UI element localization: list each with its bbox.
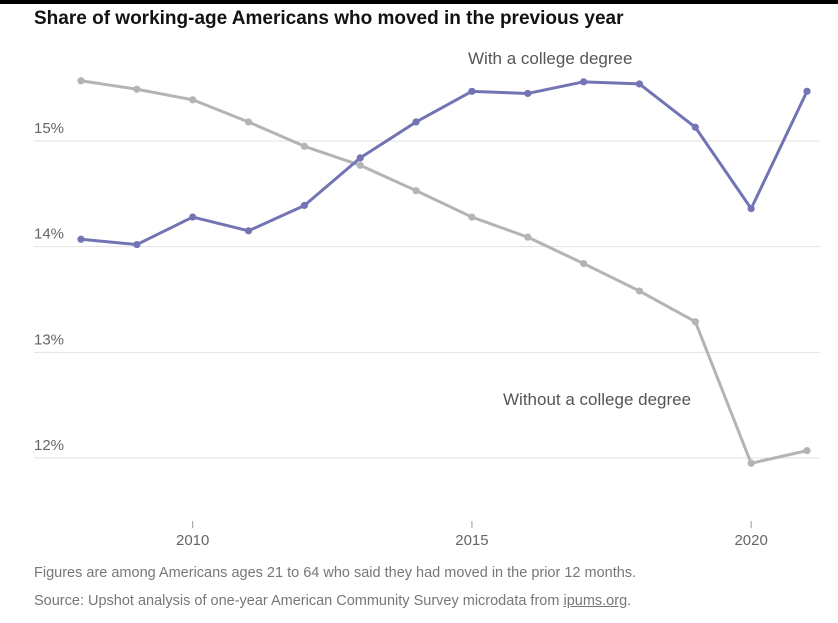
footnote: Figures are among Americans ages 21 to 6…	[34, 565, 637, 581]
y-tick-label: 12%	[34, 437, 64, 454]
source-text: Source: Upshot analysis of one-year Amer…	[34, 593, 564, 609]
data-point-no-college	[747, 459, 755, 467]
data-point-no-college	[189, 96, 197, 104]
data-point-no-college	[635, 287, 644, 295]
gridlines	[34, 140, 820, 459]
data-point-no-college	[300, 142, 308, 150]
data-point-no-college	[412, 187, 420, 195]
series-lines	[80, 79, 809, 465]
data-point-college	[300, 201, 308, 210]
source-link[interactable]: ipums.org	[563, 593, 628, 609]
series-points	[77, 77, 811, 467]
source-period: .	[627, 593, 632, 609]
data-point-no-college	[803, 447, 811, 455]
data-point-college	[580, 78, 588, 86]
chart-title: Share of working-age Americans who moved…	[34, 8, 624, 29]
source-note: Source: Upshot analysis of one-year Amer…	[34, 593, 631, 609]
data-point-college	[133, 240, 141, 249]
data-point-college	[468, 87, 476, 95]
data-point-college	[803, 87, 811, 95]
data-point-college	[691, 123, 699, 131]
line-chart: 12% 13% 14% 15% 2010 2015 2020 With a college…	[34, 49, 820, 549]
data-point-college	[412, 118, 420, 126]
y-tick-label: 15%	[34, 120, 64, 137]
y-tick-label: 13%	[34, 331, 64, 348]
data-point-college	[189, 213, 197, 221]
data-point-no-college	[244, 118, 253, 126]
series-labels: With a college degree Without a college d…	[468, 49, 691, 409]
x-tick-label: 2020	[734, 532, 767, 549]
data-point-no-college	[524, 233, 532, 241]
data-point-no-college	[77, 77, 85, 85]
data-point-college	[77, 235, 85, 243]
data-point-no-college	[133, 85, 141, 93]
x-tick-label: 2010	[176, 532, 209, 549]
series-line-no-college	[80, 79, 808, 465]
data-point-college	[356, 154, 364, 162]
data-point-college	[524, 89, 532, 98]
data-point-college	[244, 227, 253, 235]
series-label-no-college: Without a college degree	[503, 390, 691, 409]
series-line-college	[80, 80, 809, 247]
x-tick-label: 2015	[455, 532, 488, 549]
data-point-no-college	[356, 161, 364, 169]
data-point-college	[747, 205, 755, 213]
data-point-no-college	[580, 259, 588, 268]
data-point-no-college	[691, 318, 699, 326]
x-axis-ticks: 2010 2015 2020	[176, 521, 768, 549]
y-axis-ticks: 12% 13% 14% 15%	[34, 120, 64, 454]
y-tick-label: 14%	[34, 226, 64, 243]
data-point-no-college	[468, 213, 476, 221]
series-label-college: With a college degree	[468, 49, 632, 68]
data-point-college	[635, 80, 644, 88]
